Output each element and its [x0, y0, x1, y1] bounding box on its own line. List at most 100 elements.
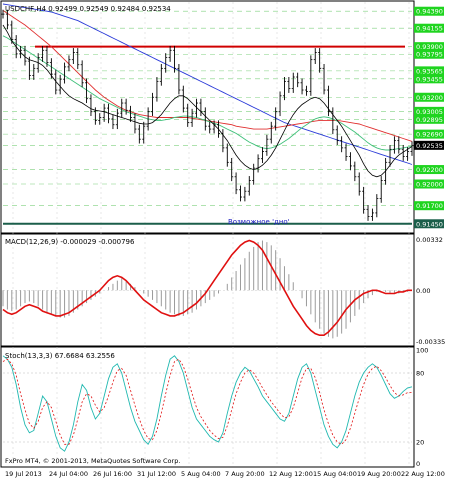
price-bar — [155, 77, 159, 102]
price-bar — [142, 121, 146, 144]
price-tag-bg — [414, 201, 444, 211]
price-axis-label: 0.93900 — [416, 43, 443, 51]
price-tag-bg — [414, 92, 444, 102]
price-bar — [274, 107, 278, 131]
time-axis-label: 31 Jul 12:00 — [137, 470, 176, 478]
price-bar — [335, 125, 339, 145]
macd-axis-label: 0.00332 — [416, 236, 443, 244]
price-bar — [111, 114, 115, 130]
price-bar — [67, 55, 71, 72]
price-bar — [282, 77, 286, 101]
price-bar — [238, 185, 242, 202]
price-bar — [168, 45, 172, 62]
price-bar — [269, 121, 273, 144]
price-bar — [304, 85, 308, 96]
stoch-axis-label: 0 — [416, 460, 420, 468]
price-bar — [115, 108, 119, 130]
price-bar — [296, 72, 300, 88]
price-bar — [318, 48, 322, 73]
time-axis-label: 24 Jul 04:00 — [49, 470, 88, 478]
price-bar — [102, 103, 106, 122]
ma-slow-blue-line — [2, 3, 413, 165]
price-bar — [348, 152, 352, 171]
price-tag-bg — [414, 129, 444, 139]
price-axis-label: 0.92690 — [416, 131, 443, 139]
price-bar — [14, 35, 18, 59]
price-bar — [190, 108, 194, 127]
price-bar — [256, 154, 260, 173]
macd-signal-line — [2, 239, 412, 337]
price-tag-bg — [414, 74, 444, 84]
price-tag-bg — [414, 42, 444, 52]
time-axis-label: 22 Aug 12:00 — [401, 470, 445, 478]
time-axis-label: 15 Aug 04:00 — [313, 470, 357, 478]
time-axis-label: 12 Aug 12:00 — [269, 470, 313, 478]
price-tag-bg — [414, 49, 444, 59]
price-bar — [76, 48, 80, 70]
stoch-axis-label: 20 — [416, 439, 424, 447]
stoch-axis-label: 100 — [416, 347, 428, 355]
price-tag-bg — [414, 219, 444, 229]
ma-mid-green-line — [2, 35, 413, 151]
price-bar — [63, 62, 67, 84]
price-bar — [353, 161, 357, 182]
macd-plot — [2, 239, 412, 339]
price-bar — [265, 134, 269, 156]
price-bar — [221, 129, 225, 153]
price-tag-bg — [414, 165, 444, 175]
bottom-annotation: Возможное 'дно' — [228, 218, 290, 226]
price-bar — [19, 45, 23, 59]
price-bar — [32, 64, 36, 80]
price-bar — [186, 103, 190, 127]
price-bar — [181, 85, 185, 113]
stoch-main-line — [2, 355, 413, 452]
price-axis-label: 0.92535 — [416, 142, 443, 150]
price-bar — [397, 136, 401, 154]
price-axis-label: 0.94390 — [416, 8, 443, 16]
time-axis: 19 Jul 2013 24 Jul 04:00 26 Jul 16:00 31 Ju… — [5, 470, 445, 478]
price-bar — [195, 98, 199, 118]
price-bar — [23, 45, 27, 66]
price-bar — [291, 72, 295, 93]
price-bar — [85, 78, 89, 104]
price-bar — [357, 172, 361, 196]
price-bar — [137, 124, 141, 144]
price-bar — [89, 94, 93, 117]
price-tag-bg — [414, 23, 444, 33]
price-bar — [300, 78, 304, 95]
price-axis-label: 0.92895 — [416, 116, 443, 124]
price-plot — [1, 3, 414, 225]
price-bar — [344, 143, 348, 161]
price-bar — [159, 64, 163, 86]
price-tag-bg — [414, 66, 444, 76]
price-bar — [124, 98, 128, 115]
time-axis-label: 7 Aug 20:00 — [225, 470, 265, 478]
price-bar — [410, 141, 414, 156]
price-bar — [212, 120, 216, 134]
price-axis-label: 0.91700 — [416, 202, 443, 210]
stoch-panel-frame — [0, 346, 415, 468]
price-bar — [80, 60, 84, 88]
price-bar — [199, 98, 203, 117]
price-bar — [406, 147, 410, 161]
price-bar — [208, 121, 212, 134]
price-tag-bg — [414, 114, 444, 124]
macd-axis-label: -0.00335 — [416, 338, 445, 346]
price-bar — [216, 120, 220, 138]
price-bar — [93, 107, 97, 125]
price-bar — [379, 176, 383, 203]
price-tag-bg — [414, 179, 444, 189]
stoch-signal-line — [2, 358, 412, 445]
price-bar — [1, 9, 5, 19]
price-bar — [164, 53, 168, 73]
price-tag-bg — [414, 6, 444, 16]
price-bar — [340, 136, 344, 153]
price-bar — [146, 107, 150, 131]
price-bar — [309, 55, 313, 96]
price-bar — [41, 45, 45, 62]
price-axis-label: 0.92200 — [416, 166, 443, 174]
price-bar — [243, 186, 247, 202]
price-axis-label: 0.93795 — [416, 51, 443, 59]
